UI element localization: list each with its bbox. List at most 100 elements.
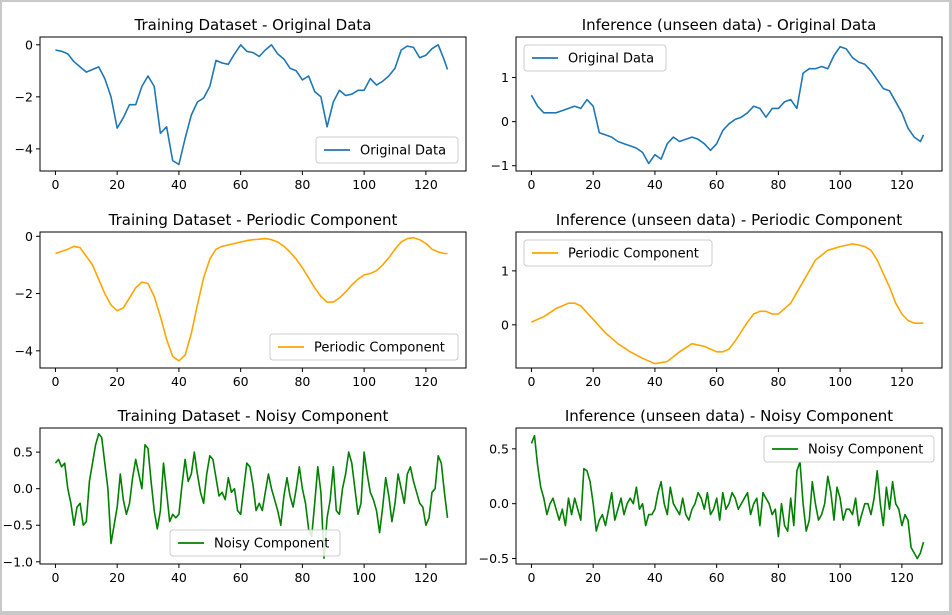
x-tick-label: 40 [647, 374, 663, 389]
y-tick-label: −2 [15, 89, 33, 104]
x-tick-label: 40 [647, 570, 663, 585]
x-tick-label: 20 [585, 570, 601, 585]
x-tick-label: 100 [828, 570, 852, 585]
y-tick-label: 0 [501, 317, 509, 332]
x-tick-label: 120 [890, 177, 914, 192]
x-tick-label: 100 [828, 177, 852, 192]
x-tick-label: 0 [51, 570, 59, 585]
axes-frame [515, 427, 943, 565]
legend: Noisy Component [763, 435, 935, 463]
x-tick-label: 0 [51, 177, 59, 192]
subplot-4: Inference (unseen data) - Periodic Compo… [501, 211, 943, 389]
x-tick-label: 20 [585, 177, 601, 192]
y-tick-label: −4 [15, 343, 33, 358]
legend-label: Original Data [360, 144, 446, 159]
x-tick-label: 80 [294, 570, 310, 585]
series-line [55, 236, 448, 362]
subplot-1: Training Dataset - Original Data 0 20 40 60 8… [15, 16, 467, 192]
y-tick-label: −0.5 [479, 551, 509, 566]
x-tick-label: 40 [171, 570, 187, 585]
subplot-title: Inference (unseen data) - Noisy Componen… [565, 407, 893, 425]
legend-box [269, 333, 459, 361]
legend-label: Noisy Component [214, 537, 329, 552]
axes-frame [39, 427, 467, 565]
x-tick-label: 120 [890, 570, 914, 585]
legend: Original Data [315, 136, 459, 164]
y-tick-label: −1.0 [3, 554, 33, 569]
subplot-title: Inference (unseen data) - Original Data [582, 16, 877, 34]
x-tick-label: 20 [585, 374, 601, 389]
x-tick-label: 100 [828, 374, 852, 389]
legend-label: Original Data [568, 52, 654, 67]
legend-box [523, 239, 713, 267]
y-tick-label: 0.5 [13, 445, 33, 460]
legend-box [169, 529, 341, 557]
legend-label: Periodic Component [568, 247, 699, 262]
x-tick-label: 60 [233, 177, 249, 192]
x-tick-label: 60 [709, 374, 725, 389]
y-tick-label: 0.5 [489, 441, 509, 456]
x-tick-label: 60 [233, 570, 249, 585]
y-tick-label: −4 [15, 141, 33, 156]
legend: Periodic Component [269, 333, 459, 361]
x-tick-label: 80 [770, 570, 786, 585]
x-tick-label: 120 [414, 177, 438, 192]
series-line [55, 43, 449, 166]
x-tick-label: 0 [527, 570, 535, 585]
x-tick-label: 100 [352, 570, 376, 585]
y-tick-label: 0.0 [13, 481, 33, 496]
series-line [530, 45, 925, 165]
x-tick-label: 40 [171, 177, 187, 192]
axes-frame [515, 36, 943, 172]
series-line [531, 243, 924, 365]
y-tick-label: −1 [491, 158, 509, 173]
subplot-5: Training Dataset - Noisy Component 0 20 40 6… [3, 407, 467, 585]
legend-box [763, 435, 935, 463]
y-tick-label: 0 [25, 229, 33, 244]
x-tick-label: 120 [414, 374, 438, 389]
x-tick-label: 120 [890, 374, 914, 389]
legend: Noisy Component [169, 529, 341, 557]
axes-frame [39, 36, 467, 172]
legend-box [315, 136, 459, 164]
x-tick-label: 60 [709, 177, 725, 192]
x-tick-label: 100 [352, 177, 376, 192]
x-tick-label: 0 [527, 374, 535, 389]
y-tick-label: 1 [501, 70, 509, 85]
x-tick-label: 80 [770, 177, 786, 192]
x-tick-label: 60 [709, 570, 725, 585]
y-tick-label: 0.0 [489, 496, 509, 511]
legend-box [523, 44, 667, 72]
legend: Original Data [523, 44, 667, 72]
y-tick-label: −0.5 [3, 518, 33, 533]
y-tick-label: 0 [25, 37, 33, 52]
subplot-6: Inference (unseen data) - Noisy Componen… [479, 407, 943, 585]
x-tick-label: 100 [352, 374, 376, 389]
x-tick-label: 0 [51, 374, 59, 389]
subplot-title: Training Dataset - Original Data [134, 16, 372, 34]
legend: Periodic Component [523, 239, 713, 267]
series-line [530, 434, 925, 560]
x-tick-label: 120 [414, 570, 438, 585]
x-tick-label: 80 [770, 374, 786, 389]
subplot-title: Inference (unseen data) - Periodic Compo… [556, 211, 902, 229]
series-line [54, 432, 449, 560]
subplot-3: Training Dataset - Periodic Component 0 20… [15, 211, 467, 389]
x-tick-label: 0 [527, 177, 535, 192]
y-tick-label: −2 [15, 286, 33, 301]
x-tick-label: 20 [109, 177, 125, 192]
x-tick-label: 40 [171, 374, 187, 389]
x-tick-label: 20 [109, 374, 125, 389]
legend-label: Noisy Component [808, 443, 923, 458]
x-tick-label: 40 [647, 177, 663, 192]
axes-frame [39, 231, 467, 369]
x-tick-label: 60 [233, 374, 249, 389]
subplot-title: Training Dataset - Periodic Component [108, 211, 398, 229]
x-tick-label: 80 [294, 374, 310, 389]
subplot-2: Inference (unseen data) - Original Data 0… [491, 16, 943, 192]
y-tick-label: 1 [501, 263, 509, 278]
axes-frame [515, 231, 943, 369]
legend-label: Periodic Component [314, 341, 445, 356]
